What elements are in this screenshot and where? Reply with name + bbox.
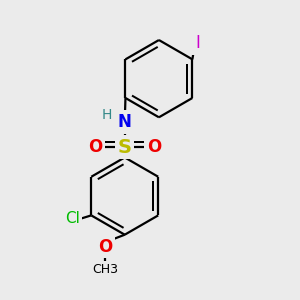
Text: CH3: CH3	[92, 263, 119, 276]
Text: O: O	[98, 238, 112, 256]
Text: Cl: Cl	[65, 211, 80, 226]
Text: O: O	[88, 138, 102, 156]
Text: O: O	[147, 138, 162, 156]
Text: I: I	[195, 34, 200, 52]
Text: S: S	[118, 137, 132, 157]
Text: H: H	[102, 108, 112, 122]
Text: N: N	[118, 113, 132, 131]
